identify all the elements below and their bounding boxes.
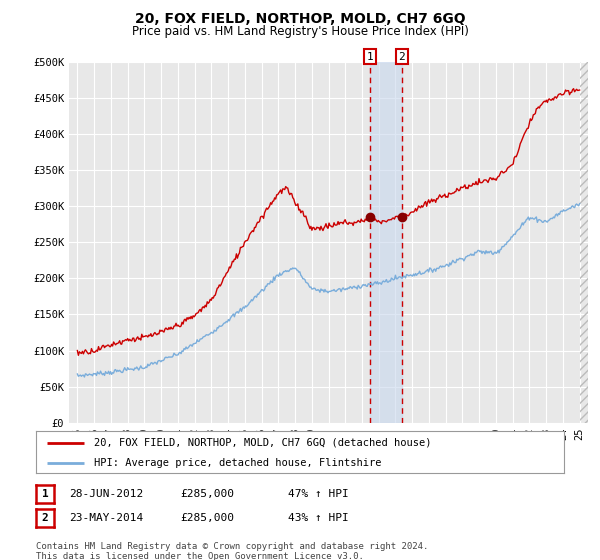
Text: 20, FOX FIELD, NORTHOP, MOLD, CH7 6GQ: 20, FOX FIELD, NORTHOP, MOLD, CH7 6GQ bbox=[134, 12, 466, 26]
Text: HPI: Average price, detached house, Flintshire: HPI: Average price, detached house, Flin… bbox=[94, 458, 382, 468]
Text: £285,000: £285,000 bbox=[180, 489, 234, 499]
Text: 2: 2 bbox=[398, 52, 406, 62]
Text: 2: 2 bbox=[41, 513, 49, 523]
Text: 23-MAY-2014: 23-MAY-2014 bbox=[69, 513, 143, 523]
Bar bbox=[370, 62, 402, 423]
Text: 43% ↑ HPI: 43% ↑ HPI bbox=[288, 513, 349, 523]
Text: 28-JUN-2012: 28-JUN-2012 bbox=[69, 489, 143, 499]
Text: Contains HM Land Registry data © Crown copyright and database right 2024.
This d: Contains HM Land Registry data © Crown c… bbox=[36, 542, 428, 560]
Text: Price paid vs. HM Land Registry's House Price Index (HPI): Price paid vs. HM Land Registry's House … bbox=[131, 25, 469, 38]
Text: 1: 1 bbox=[367, 52, 374, 62]
Text: 20, FOX FIELD, NORTHOP, MOLD, CH7 6GQ (detached house): 20, FOX FIELD, NORTHOP, MOLD, CH7 6GQ (d… bbox=[94, 437, 431, 447]
Bar bbox=[580, 62, 588, 423]
Text: 47% ↑ HPI: 47% ↑ HPI bbox=[288, 489, 349, 499]
Text: 1: 1 bbox=[41, 489, 49, 499]
Text: £285,000: £285,000 bbox=[180, 513, 234, 523]
